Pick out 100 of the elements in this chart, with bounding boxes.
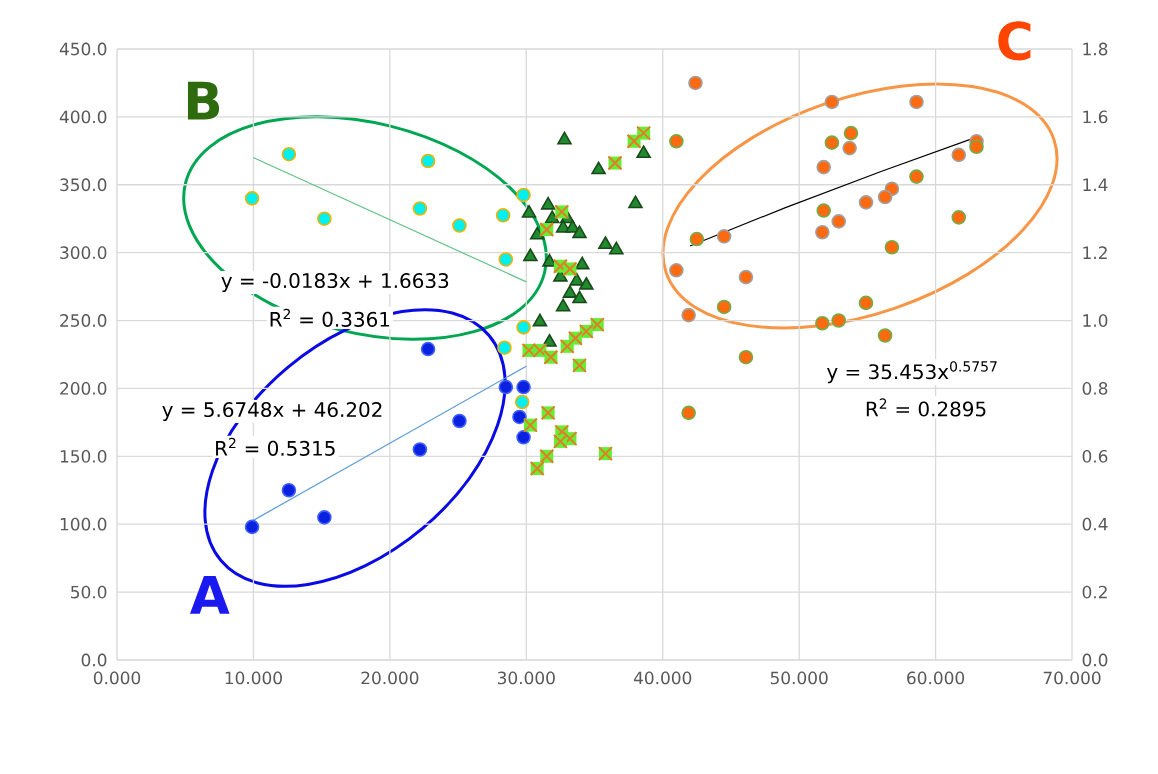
y-tick-label: 100.0 — [60, 517, 107, 531]
point — [516, 320, 531, 335]
point — [738, 349, 754, 365]
x-tick-label: 10.000 — [225, 671, 282, 685]
point — [572, 225, 587, 239]
point — [244, 519, 260, 535]
point — [815, 224, 830, 240]
point — [579, 276, 594, 290]
annotation: C — [998, 21, 1031, 61]
annotation: B — [187, 81, 220, 120]
point — [521, 204, 537, 218]
y-tick-label: 200.0 — [60, 382, 107, 395]
x-tick-label: 0.000 — [93, 671, 141, 685]
x-tick-label: 70.000 — [1043, 671, 1101, 685]
point — [412, 201, 428, 216]
point — [636, 145, 651, 159]
point — [569, 272, 585, 286]
point — [523, 248, 538, 262]
point — [452, 413, 467, 429]
point — [540, 196, 556, 210]
point — [497, 340, 512, 355]
x-tick-label: 20.000 — [361, 671, 419, 685]
point — [843, 125, 859, 141]
point — [562, 285, 578, 298]
point — [951, 147, 967, 163]
annotation: R$^{2}$ = 0.2895 — [866, 398, 986, 417]
point — [420, 341, 436, 357]
annotation: y = -0.0183x + 1.6633 — [221, 273, 449, 292]
point — [495, 208, 511, 223]
point — [516, 187, 531, 203]
point — [842, 140, 857, 156]
point — [452, 218, 467, 233]
point — [244, 191, 260, 206]
point — [281, 146, 297, 162]
point — [688, 75, 703, 91]
point — [716, 299, 732, 315]
annotation: y = 35.453x$^{0.5757}$ — [827, 361, 997, 384]
point — [516, 379, 531, 395]
point — [572, 290, 587, 304]
y-tick-label: 250.0 — [60, 314, 107, 327]
y2-tick-label: 0.4 — [1082, 517, 1108, 531]
point — [689, 231, 705, 247]
y-tick-label: 50.0 — [71, 585, 107, 599]
y2-tick-label: 1.6 — [1083, 110, 1108, 124]
annotation: R$^{2}$ = 0.5315 — [216, 437, 335, 456]
y-tick-label: 0.0 — [81, 653, 107, 667]
y-tick-label: 450.0 — [59, 42, 107, 56]
point — [831, 214, 847, 229]
point — [609, 241, 624, 255]
y2-tick-label: 0.2 — [1082, 585, 1107, 599]
y2-tick-label: 0.8 — [1082, 382, 1108, 395]
point — [669, 134, 684, 149]
point — [516, 430, 531, 445]
point — [591, 161, 606, 175]
point — [909, 94, 924, 110]
point — [951, 210, 967, 225]
point — [858, 195, 874, 210]
point — [317, 211, 332, 227]
point — [514, 394, 530, 410]
y2-tick-label: 0.0 — [1082, 653, 1108, 667]
y-tick-label: 350.0 — [60, 178, 107, 192]
point — [669, 263, 684, 278]
annotation: y = 5.6748x + 46.202 — [162, 402, 382, 421]
point — [498, 379, 514, 395]
point — [816, 159, 832, 175]
point — [281, 482, 297, 498]
y2-tick-label: 1.0 — [1083, 314, 1108, 327]
point — [909, 169, 924, 184]
y2-tick-label: 1.8 — [1083, 42, 1108, 56]
point — [628, 195, 643, 209]
point — [557, 131, 572, 145]
annotation: R$^{2}$ = 0.3361 — [270, 308, 390, 327]
point — [529, 226, 545, 240]
point — [716, 229, 732, 244]
y2-tick-label: 1.4 — [1083, 178, 1108, 191]
point — [565, 219, 580, 233]
point — [498, 252, 514, 267]
point — [877, 328, 893, 343]
x-tick-label: 60.000 — [907, 671, 965, 685]
point — [598, 236, 613, 250]
y-tick-label: 400.0 — [59, 110, 107, 124]
point — [574, 256, 590, 270]
point — [815, 315, 830, 331]
point — [681, 405, 696, 421]
point — [831, 313, 847, 328]
x-tick-label: 40.000 — [633, 671, 692, 685]
point — [884, 239, 900, 255]
point — [816, 203, 832, 218]
point — [532, 313, 548, 327]
point — [877, 189, 893, 205]
y2-tick-label: 0.6 — [1082, 449, 1108, 463]
point — [681, 307, 696, 323]
point — [317, 510, 332, 525]
x-tick-label: 30.000 — [497, 671, 555, 685]
x-tick-label: 50.000 — [770, 671, 828, 685]
annotation: A — [189, 575, 230, 614]
point — [824, 94, 840, 110]
point — [969, 139, 984, 155]
y-tick-label: 300.0 — [60, 246, 107, 260]
point — [512, 409, 527, 425]
